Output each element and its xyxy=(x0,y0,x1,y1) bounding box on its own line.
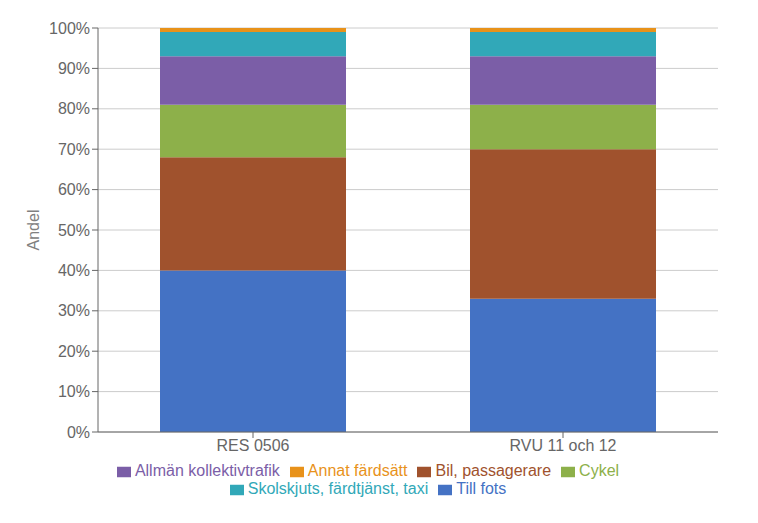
html-text:Annat färdsätt: Annat färdsätt xyxy=(307,462,408,479)
svg-text:RVU 11 och 12: RVU 11 och 12 xyxy=(509,437,616,454)
html-text:Bil, passagerare: Bil, passagerare xyxy=(435,462,552,479)
html-text:Skolskjuts, färdtjänst, taxi: Skolskjuts, färdtjänst, taxi xyxy=(247,480,429,497)
svg-text:Andel: Andel xyxy=(25,210,42,251)
svg-text:20%: 20% xyxy=(58,343,90,360)
svg-text:100%: 100% xyxy=(49,20,90,37)
svg-text:30%: 30% xyxy=(58,302,90,319)
svg-text:90%: 90% xyxy=(58,60,90,77)
svg-text:60%: 60% xyxy=(58,181,90,198)
svg-text:RES 0506: RES 0506 xyxy=(217,437,290,454)
html-text:Allmän kollektivtrafik: Allmän kollektivtrafik xyxy=(134,462,280,479)
svg-text:40%: 40% xyxy=(58,262,90,279)
svg-text:10%: 10% xyxy=(58,383,90,400)
html-text:Cykel: Cykel xyxy=(579,462,620,479)
html-text:Till fots: Till fots xyxy=(456,480,507,497)
svg-text:70%: 70% xyxy=(58,141,90,158)
svg-text:50%: 50% xyxy=(58,222,90,239)
svg-text:80%: 80% xyxy=(58,100,90,117)
svg-text:0%: 0% xyxy=(67,424,90,441)
